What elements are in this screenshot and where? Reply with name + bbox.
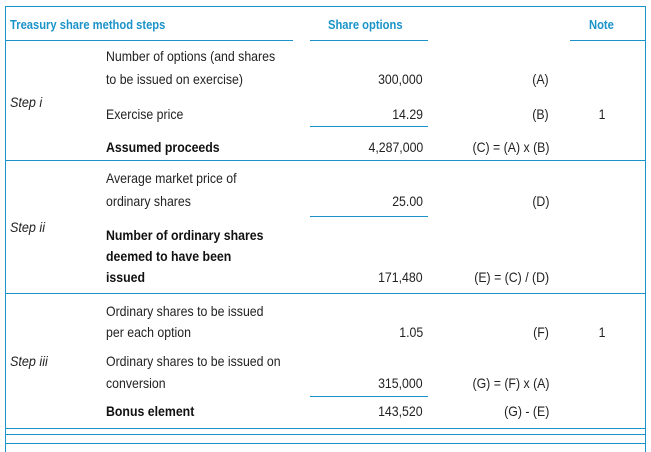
options-ref: (A)	[532, 71, 549, 87]
per-option-ref: (F)	[533, 324, 549, 340]
conversion-ref: (G) = (F) x (A)	[472, 375, 549, 391]
per-option-note: 1	[598, 324, 606, 340]
step-i-separator	[5, 160, 645, 161]
column-header-steps: Treasury share method steps	[10, 17, 166, 32]
bonus-element-label: Bonus element	[106, 403, 195, 419]
header-underline-left	[5, 40, 293, 41]
exercise-price-note: 1	[598, 106, 606, 122]
step-iii-label: Step iii	[10, 353, 48, 369]
avg-price-label-line2: ordinary shares	[106, 193, 191, 209]
deemed-shares-label-line3: issued	[106, 269, 146, 285]
exercise-price-underline	[310, 126, 428, 127]
column-header-note: Note	[589, 17, 614, 32]
column-header-share-options: Share options	[328, 17, 403, 32]
footer-line-3	[5, 443, 645, 444]
exercise-price-label: Exercise price	[106, 106, 184, 122]
deemed-shares-value: 171,480	[378, 269, 423, 285]
per-option-label-line2: per each option	[106, 324, 191, 340]
bonus-element-ref: (G) - (E)	[503, 403, 549, 419]
avg-price-ref: (D)	[531, 193, 549, 209]
avg-price-underline	[310, 216, 428, 217]
options-label-line1: Number of options (and shares	[106, 48, 276, 64]
footer-line-2	[5, 434, 645, 435]
per-option-label-line1: Ordinary shares to be issued	[106, 303, 264, 319]
avg-price-value: 25.00	[392, 193, 423, 209]
conversion-underline	[310, 396, 428, 397]
assumed-proceeds-ref: (C) = (A) x (B)	[472, 139, 549, 155]
header-underline-note	[570, 40, 645, 41]
top-border	[5, 6, 645, 7]
options-value: 300,000	[378, 71, 423, 87]
deemed-shares-ref: (E) = (C) / (D)	[474, 269, 549, 285]
deemed-shares-label-line2: deemed to have been	[106, 248, 232, 264]
bonus-element-value: 143,520	[378, 403, 423, 419]
conversion-label-line1: Ordinary shares to be issued on	[106, 353, 281, 369]
deemed-shares-label-line1: Number of ordinary shares	[106, 227, 264, 243]
options-label-line2: to be issued on exercise)	[106, 71, 243, 87]
footer-line-1	[5, 428, 645, 429]
conversion-label-line2: conversion	[106, 375, 166, 391]
right-border	[645, 6, 646, 452]
exercise-price-value: 14.29	[392, 106, 423, 122]
exercise-price-ref: (B)	[532, 106, 549, 122]
conversion-value: 315,000	[378, 375, 423, 391]
step-i-label: Step i	[10, 94, 43, 110]
assumed-proceeds-label: Assumed proceeds	[106, 139, 220, 155]
step-ii-label: Step ii	[10, 219, 46, 235]
step-ii-separator	[5, 293, 645, 294]
assumed-proceeds-value: 4,287,000	[368, 139, 423, 155]
per-option-value: 1.05	[399, 324, 423, 340]
left-border	[5, 6, 6, 452]
avg-price-label-line1: Average market price of	[106, 170, 237, 186]
header-underline-share-options	[310, 40, 428, 41]
